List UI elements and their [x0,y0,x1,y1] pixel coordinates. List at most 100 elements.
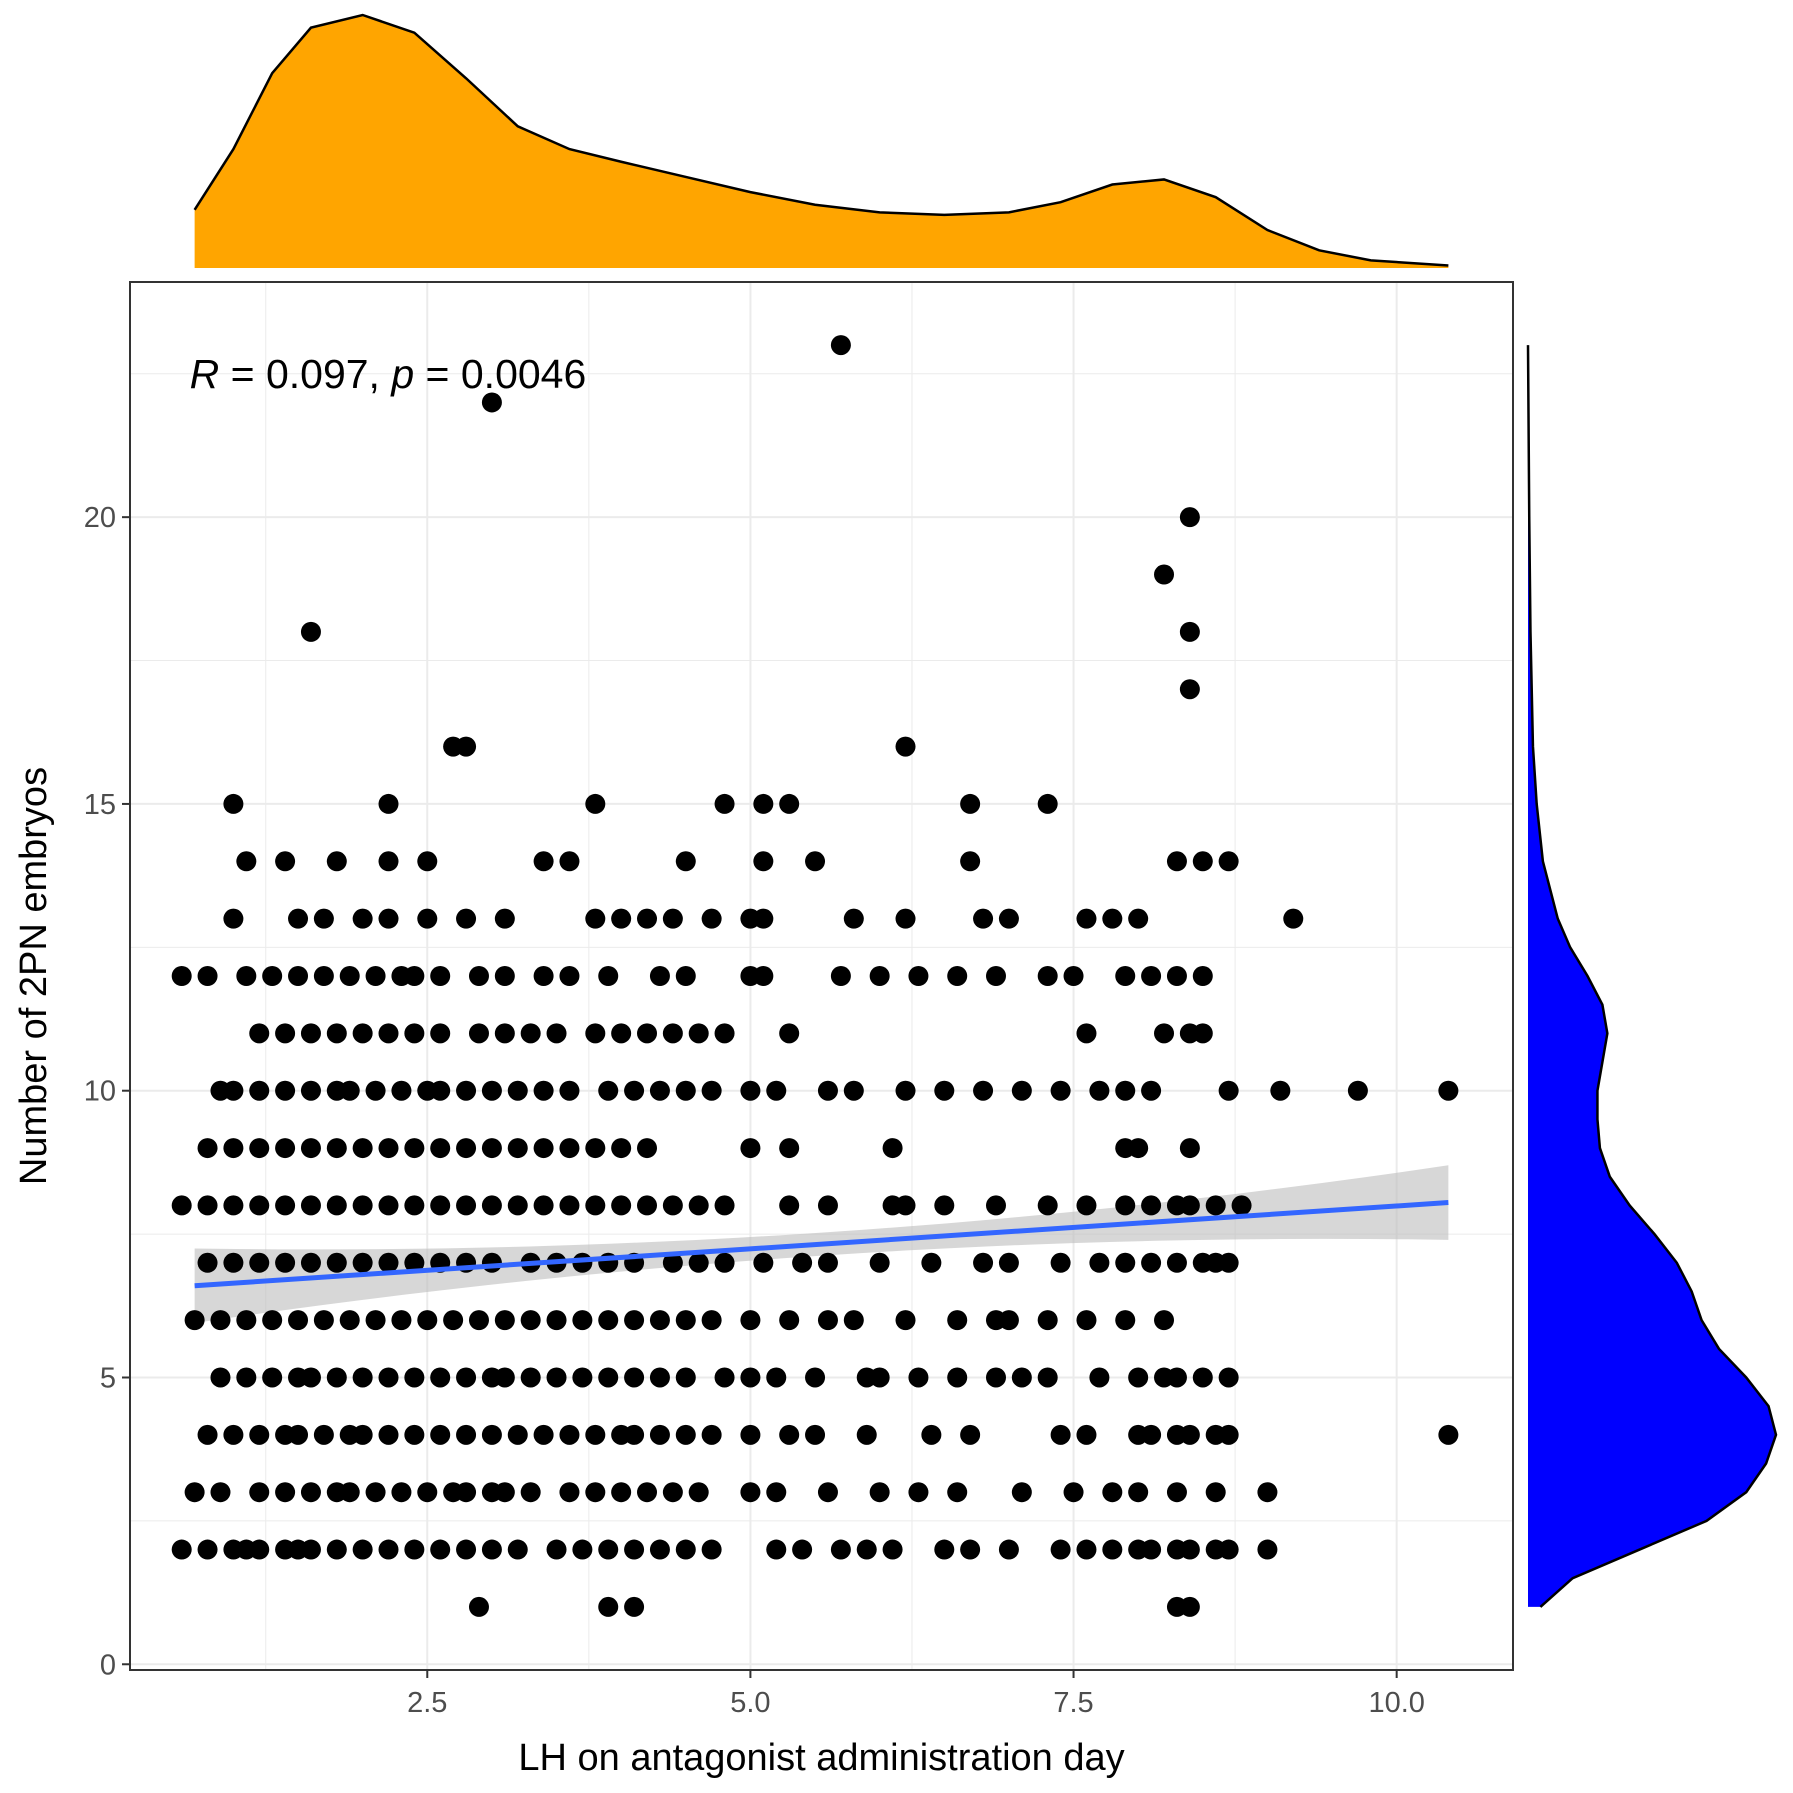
data-point [830,335,851,356]
data-point [300,1252,321,1273]
data-point [598,1596,619,1617]
data-point [249,1195,270,1216]
data-point [1166,851,1187,872]
data-point [1438,1080,1459,1101]
data-point [714,1252,735,1273]
data-point [339,1080,360,1101]
data-point [1192,1023,1213,1044]
data-point [1283,908,1304,929]
data-point [1037,1310,1058,1331]
data-point [830,966,851,986]
data-point [339,966,360,986]
data-point [288,908,309,929]
data-point [662,1023,683,1044]
data-point [249,1539,270,1560]
data-point [637,1195,658,1216]
y-tick-label: 20 [84,502,116,534]
data-point [637,1482,658,1503]
data-point [585,1424,606,1445]
data-point [624,1367,645,1388]
regression-line [194,1200,1449,1289]
data-point [223,1138,244,1159]
data-point [456,1482,477,1503]
data-point [817,1195,838,1216]
data-point [494,1310,515,1331]
data-point [882,1539,903,1560]
data-point [481,392,502,413]
data-point [456,908,477,929]
data-point [352,1424,373,1445]
data-point [378,1539,399,1560]
data-point [960,1539,981,1560]
data-point [507,1539,528,1560]
data-point [1347,1080,1368,1101]
data-point [637,908,658,929]
data-point [249,1482,270,1503]
data-point [300,1023,321,1044]
data-point [1050,1080,1071,1101]
data-point [300,1138,321,1159]
data-point [559,1195,580,1216]
data-point [313,1424,334,1445]
data-point [507,1424,528,1445]
x-tick-label: 2.5 [407,1687,447,1719]
data-point [649,1367,670,1388]
data-point [611,1023,632,1044]
data-point [313,966,334,986]
data-point [197,966,218,986]
data-point [1128,1482,1149,1503]
data-point [998,908,1019,929]
data-point [572,1539,593,1560]
data-point [869,1367,890,1388]
p-value-text: = 0.0046 [414,351,586,397]
data-point [223,1080,244,1101]
data-point [649,1539,670,1560]
data-point [934,1080,955,1101]
data-point [973,1080,994,1101]
data-point [352,1023,373,1044]
data-point [326,1367,347,1388]
data-point [1179,679,1200,700]
data-point [649,1310,670,1331]
data-point [313,908,334,929]
data-point [947,1367,968,1388]
data-point [1076,1310,1097,1331]
data-point [843,1080,864,1101]
data-point [1218,1080,1239,1101]
data-point [249,1424,270,1445]
data-point [1050,1252,1071,1273]
data-point [223,908,244,929]
data-point [481,1138,502,1159]
data-point [843,1310,864,1331]
regression-line-group [194,1200,1449,1289]
data-point [817,1252,838,1273]
data-point [611,1138,632,1159]
data-point [481,1424,502,1445]
data-point [1179,1138,1200,1159]
data-point [1141,1252,1162,1273]
data-point [494,908,515,929]
data-point [973,1252,994,1273]
r-symbol: R [190,351,220,397]
data-point [624,1080,645,1101]
data-point [262,1310,283,1331]
y-tick-label: 0 [100,1649,116,1681]
data-point [223,1252,244,1273]
data-point [481,1252,502,1273]
data-point [352,1138,373,1159]
data-point [1218,1252,1239,1273]
data-point [197,1539,218,1560]
data-point [572,1367,593,1388]
data-point [585,793,606,814]
data-point [1154,1310,1175,1331]
data-point [675,1367,696,1388]
data-point [1141,1080,1162,1101]
data-point [456,1080,477,1101]
data-point [288,1310,309,1331]
data-point [662,1482,683,1503]
data-point [856,1424,877,1445]
data-point [895,908,916,929]
top-density-plot [193,13,1449,268]
data-point [624,1310,645,1331]
r-value-text: = 0.097, [219,351,391,397]
